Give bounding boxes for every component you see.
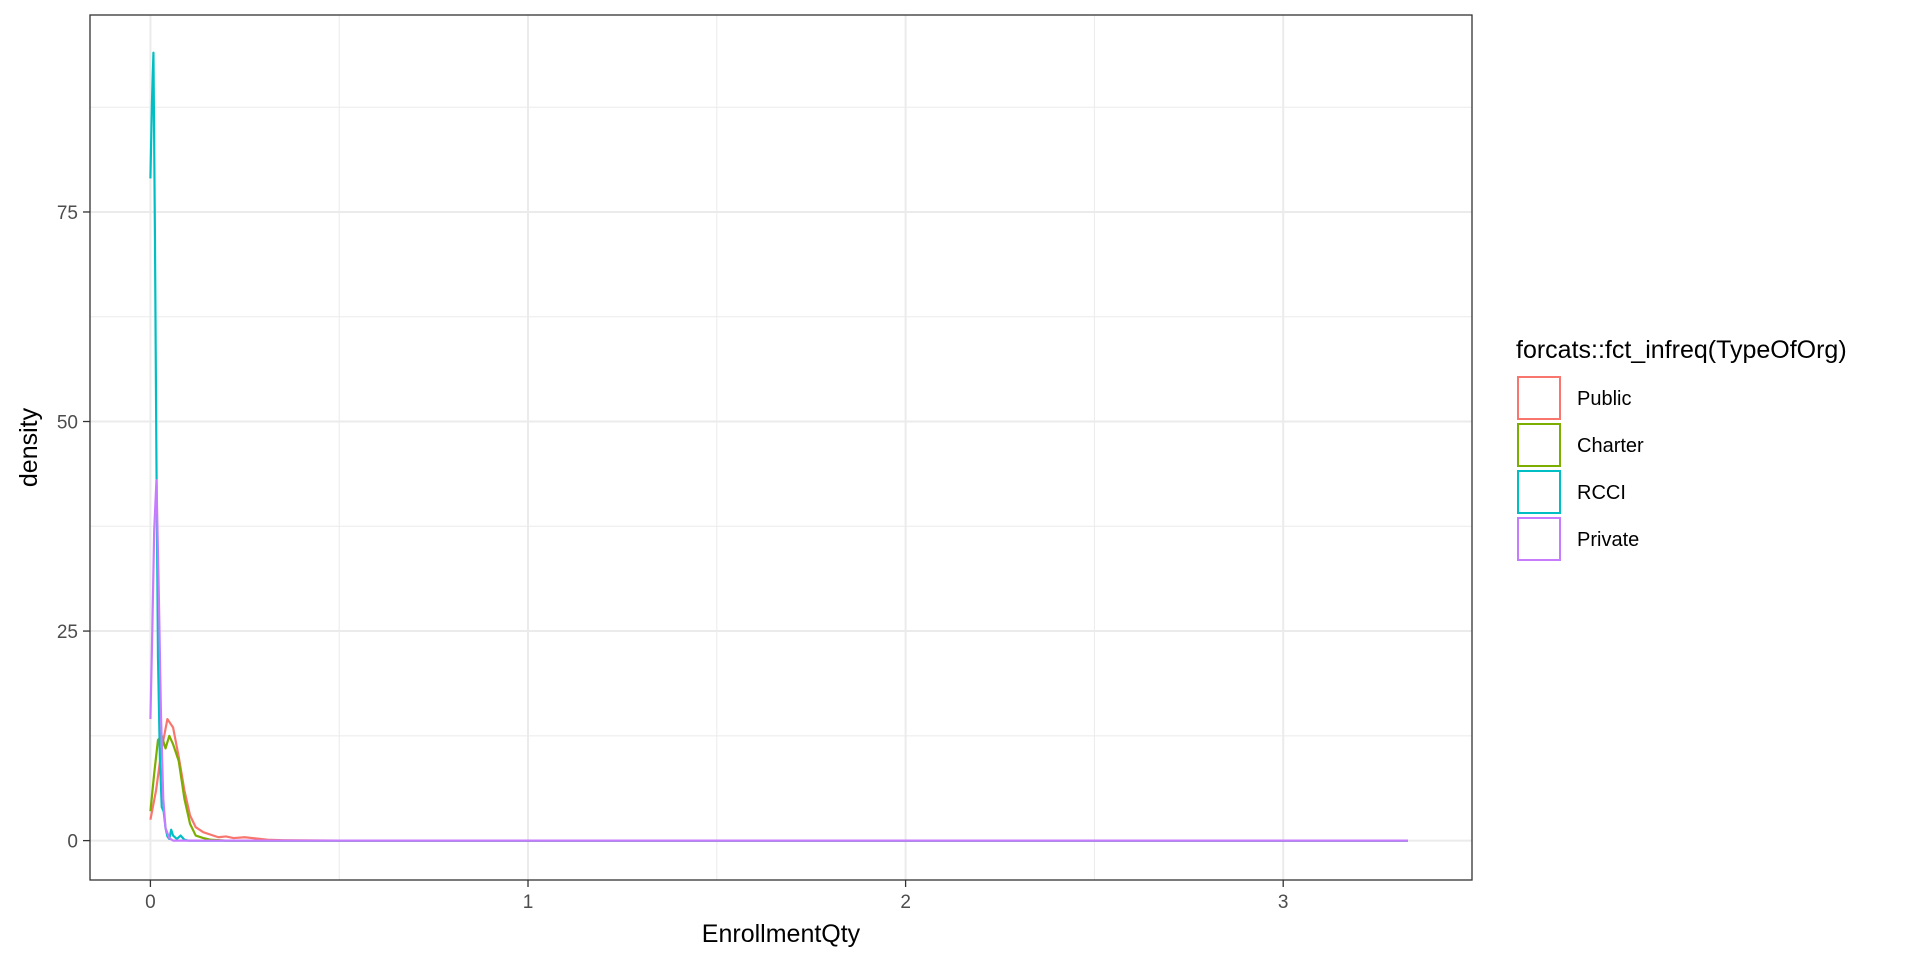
x-tick-label: 1 [523,892,534,913]
axis-tick-labels: 0 1 2 3 0 25 50 75 [57,203,1289,913]
x-axis-title: EnrollmentQty [702,920,861,948]
legend-label-rcci: RCCI [1577,482,1626,504]
legend-key-rcci [1517,470,1561,514]
y-tick-label: 50 [57,413,78,434]
series-line-private [149,479,1408,842]
legend-label-charter: Charter [1577,435,1644,457]
y-tick-label: 0 [67,832,78,853]
legend: forcats::fct_infreq(TypeOfOrg) PublicCha… [1516,336,1847,561]
series-lines [149,51,1408,842]
legend-title: forcats::fct_infreq(TypeOfOrg) [1516,336,1847,364]
y-tick-label: 25 [57,622,78,643]
legend-label-public: Public [1577,388,1631,410]
legend-key-public [1517,376,1561,420]
legend-key-charter [1517,423,1561,467]
y-axis-title: density [15,407,43,487]
x-tick-label: 2 [900,892,911,913]
y-tick-label: 75 [57,203,78,224]
x-tick-label: 0 [145,892,156,913]
axis-ticks [83,211,1284,887]
panel-border [89,14,1473,881]
legend-label-private: Private [1577,529,1639,551]
legend-key-private [1517,517,1561,561]
x-tick-label: 3 [1278,892,1289,913]
